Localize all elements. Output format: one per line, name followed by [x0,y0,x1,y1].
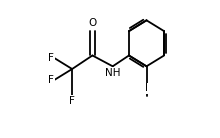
Text: I: I [145,83,148,93]
Text: F: F [69,96,75,106]
Text: NH: NH [105,68,121,78]
Text: O: O [88,18,97,28]
Text: F: F [48,75,54,85]
Text: F: F [48,53,54,63]
